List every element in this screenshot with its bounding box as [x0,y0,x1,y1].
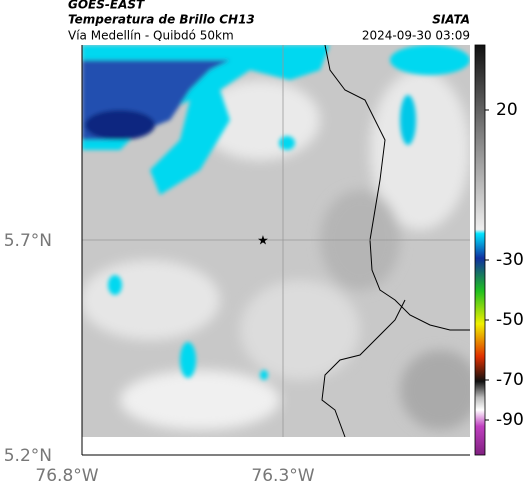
colorbar-tick-label: -90 [496,410,524,430]
lat-label: 5.2°N [4,446,52,466]
lon-label: 76.3°W [251,466,314,486]
border [321,45,470,437]
colorbar [474,44,486,456]
title: GOES-EAST [68,0,145,12]
route: Vía Medellín - Quibdó 50km [68,29,234,43]
colorbar-tick-label: 20 [496,100,518,120]
colorbar-tick-label: -50 [496,310,524,330]
datetime: 2024-09-30 03:09 [362,29,470,43]
satellite-image [82,45,470,437]
colorbar-tick-label: -70 [496,370,524,390]
lon-label: 76.8°W [35,466,98,486]
source: SIATA [432,13,470,27]
colorbar-tick-label: -30 [496,250,524,270]
lat-label: 5.7°N [4,231,52,251]
subtitle: Temperatura de Brillo CH13 [68,13,255,27]
star-marker: ★ [257,234,269,249]
